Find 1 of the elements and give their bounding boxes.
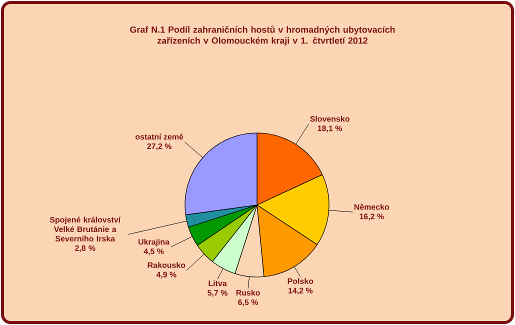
chart-title: Graf N.1 Podíl zahraničních hostů v hromadných ubytovacích zařízeních v Olomouckém kraji v 1. čtvrtletí 2012 [130, 26, 395, 46]
